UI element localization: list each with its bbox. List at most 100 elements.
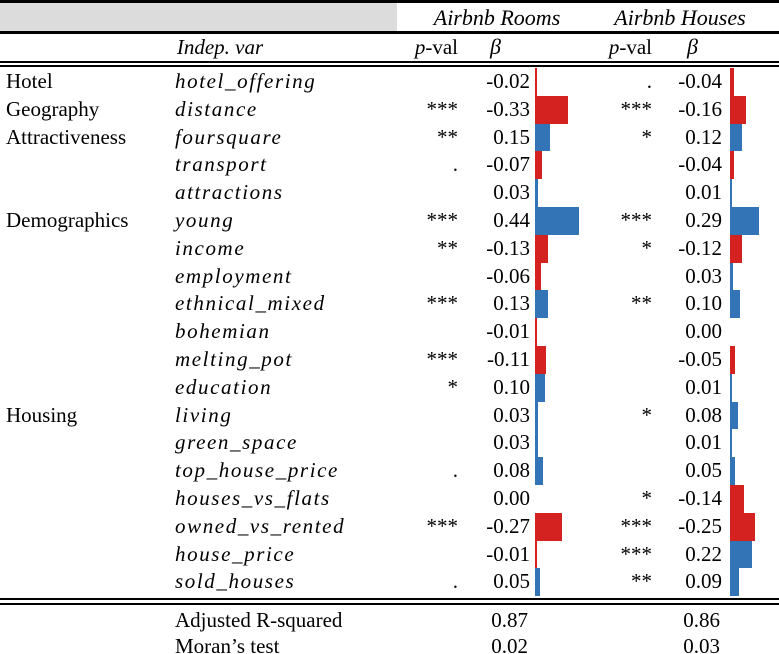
beta-bar-rooms: [535, 318, 537, 346]
beta-value-houses: 0.05: [685, 458, 722, 483]
beta-bar-houses: [730, 262, 733, 291]
beta-bar-houses: [730, 179, 732, 207]
beta-bar-houses: [730, 568, 739, 597]
summary-value-rooms: 0.87: [491, 608, 528, 632]
beta-value-houses: 0.09: [685, 569, 722, 594]
beta-value-houses: 0.01: [685, 374, 722, 399]
beta-value-houses: 0.00: [685, 319, 722, 344]
table-row: ethnical_mixed *** 0.13 ** 0.10: [0, 290, 779, 319]
pval-p-symbol: p: [414, 35, 426, 59]
table-row: bohemian -0.01 0.00: [0, 318, 779, 346]
beta-bar-rooms: [535, 179, 538, 207]
pval-rooms: ***: [426, 346, 459, 371]
pval-houses: ***: [620, 541, 653, 566]
beta-bar-rooms: [535, 123, 550, 152]
pval-houses: *: [641, 235, 653, 260]
beta-value-houses: 0.08: [685, 402, 722, 427]
pval-rooms: **: [437, 124, 458, 149]
pval-rooms: [380, 429, 458, 457]
beta-bar-rooms: [535, 206, 579, 235]
pval-rooms: *: [447, 374, 459, 399]
beta-bar-houses: [730, 429, 732, 458]
beta-bar-houses: [730, 457, 735, 485]
beta-bar-houses: [730, 290, 740, 319]
table-row: house_price -0.01 *** 0.22: [0, 540, 779, 569]
beta-value-houses: 0.01: [685, 180, 722, 205]
beta-bar-houses: [730, 206, 759, 235]
beta-bar-rooms: [535, 262, 541, 291]
variable-name: attractions: [175, 180, 284, 205]
summary-value-rooms: 0.02: [491, 634, 528, 654]
pval-rooms: [380, 68, 458, 96]
variable-name: education: [175, 374, 273, 399]
beta-value-rooms: 0.08: [493, 458, 530, 483]
pval-houses: **: [631, 569, 652, 594]
pval-rooms: [380, 541, 458, 569]
pval-houses: [575, 346, 652, 374]
beta-bar-rooms: [535, 568, 540, 597]
beta-bar-rooms: [535, 68, 537, 96]
beta-value-rooms: 0.44: [493, 207, 530, 232]
beta-value-houses: -0.04: [678, 69, 722, 93]
beta-bar-rooms: [535, 373, 545, 402]
beta-bar-houses: [730, 484, 744, 513]
beta-bar-rooms: [535, 429, 538, 458]
variable-name: top_house_price: [175, 458, 339, 483]
pval-rooms: [380, 402, 458, 430]
pval-rooms: [380, 485, 458, 513]
beta-value-houses: -0.25: [678, 513, 722, 538]
beta-bar-houses: [730, 123, 742, 152]
table-row: melting_pot *** -0.11 -0.05: [0, 345, 779, 374]
group-header-houses: Airbnb Houses: [614, 5, 746, 30]
category-label: Geography: [6, 96, 100, 121]
beta-bar-houses: [730, 151, 734, 180]
header-rule: [0, 31, 779, 34]
summary-label: Moran’s test: [175, 634, 280, 654]
variable-name: bohemian: [175, 319, 271, 344]
beta-value-rooms: -0.13: [486, 235, 530, 260]
top-rule: [0, 0, 779, 3]
pval-rooms: .: [452, 152, 458, 177]
beta-bar-houses: [730, 95, 746, 124]
beta-value-rooms: 0.00: [493, 485, 530, 510]
pval-suffix: -val: [425, 35, 458, 59]
beta-value-houses: 0.22: [685, 541, 722, 566]
pval-rooms: [380, 179, 458, 207]
double-rule-top-b: [0, 65, 779, 67]
beta-bar-houses: [730, 512, 755, 541]
table-row: attractions 0.03 0.01: [0, 179, 779, 207]
pval-houses: *: [641, 124, 653, 149]
pval-houses: [575, 374, 652, 402]
beta-bar-rooms: [535, 457, 543, 485]
beta-value-rooms: 0.03: [493, 430, 530, 455]
beta-value-rooms: -0.11: [487, 346, 530, 371]
beta-bar-rooms: [535, 345, 546, 374]
category-label: Hotel: [6, 69, 53, 93]
variable-name: melting_pot: [175, 346, 293, 371]
pval-houses: [575, 179, 652, 207]
double-rule-bottom-b: [0, 603, 779, 605]
col-header-pval-houses: p-val: [575, 34, 652, 60]
variable-name: owned_vs_rented: [175, 513, 346, 538]
beta-bar-houses: [730, 373, 732, 402]
table-row: houses_vs_flats 0.00 * -0.14: [0, 484, 779, 513]
category-label: Attractiveness: [6, 124, 127, 149]
pval-p-symbol: p: [608, 35, 620, 59]
pval-rooms: .: [452, 458, 458, 483]
pval-rooms: [380, 318, 458, 346]
col-header-beta-houses: β: [687, 34, 698, 59]
pval-rooms: ***: [426, 291, 459, 316]
beta-value-houses: -0.05: [678, 346, 722, 371]
beta-value-houses: 0.03: [685, 263, 722, 288]
variable-name: ethnical_mixed: [175, 291, 326, 316]
pval-houses: **: [631, 291, 652, 316]
beta-value-rooms: -0.06: [486, 263, 530, 288]
variable-name: sold_houses: [175, 569, 296, 594]
beta-value-rooms: -0.27: [486, 513, 530, 538]
table-body: Hotel hotel_offering -0.02 . -0.04 Geogr…: [0, 68, 779, 597]
beta-value-houses: 0.10: [685, 291, 722, 316]
summary-value-houses: 0.86: [683, 608, 720, 632]
beta-bar-houses: [730, 401, 738, 430]
table-row: sold_houses . 0.05 ** 0.09: [0, 568, 779, 597]
beta-value-houses: 0.12: [685, 124, 722, 149]
